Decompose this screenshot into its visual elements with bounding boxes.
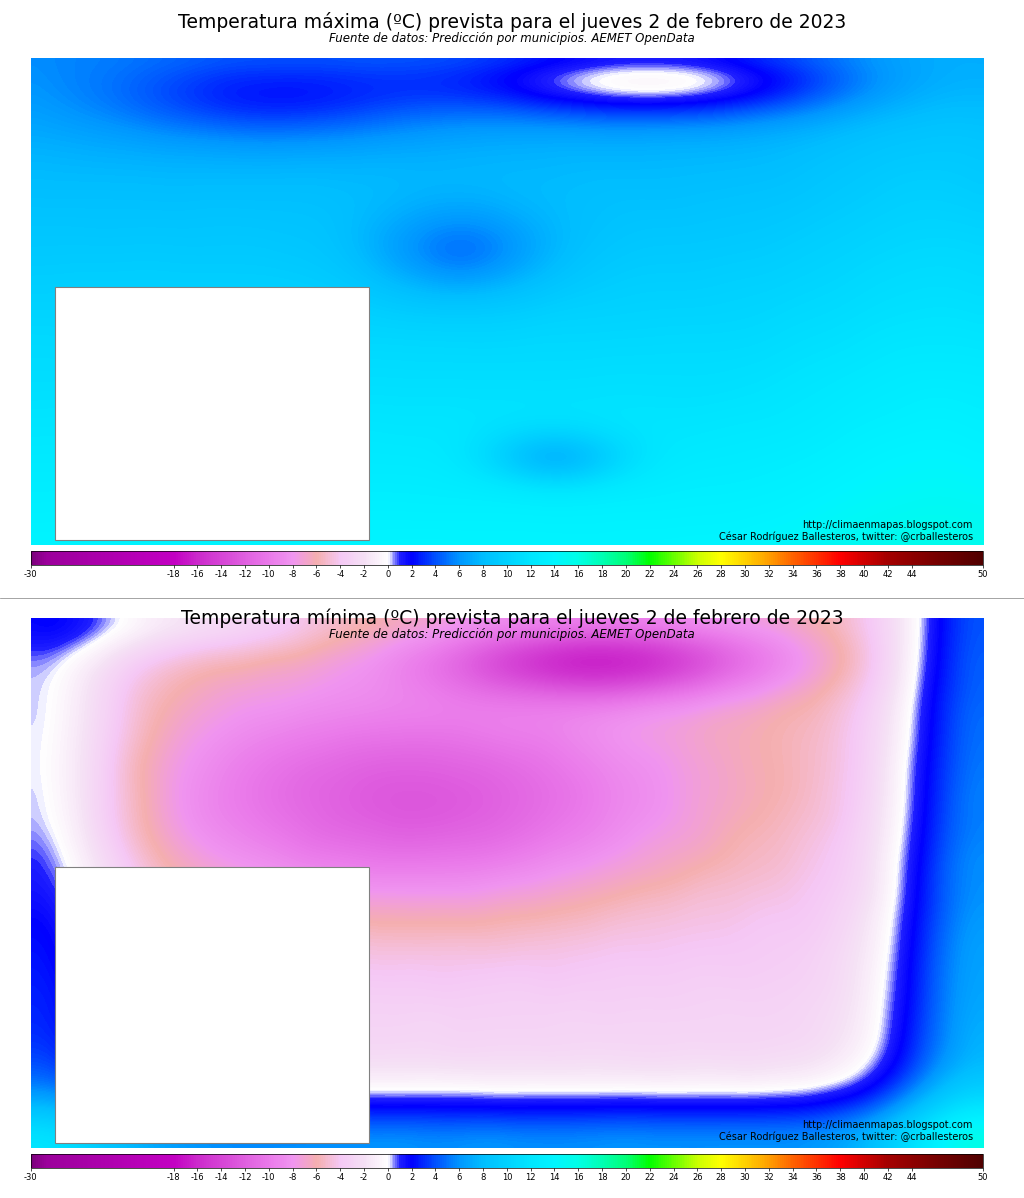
Text: Temperatura máxima (ºC) prevista para el jueves 2 de febrero de 2023: Temperatura máxima (ºC) prevista para el…	[178, 12, 846, 32]
Text: César Rodríguez Ballesteros, twitter: @crballesteros: César Rodríguez Ballesteros, twitter: @c…	[719, 532, 973, 543]
Text: Fuente de datos: Predicción por municipios. AEMET OpenData: Fuente de datos: Predicción por municipi…	[329, 32, 695, 46]
FancyBboxPatch shape	[54, 286, 369, 540]
Text: Temperatura mínima (ºC) prevista para el jueves 2 de febrero de 2023: Temperatura mínima (ºC) prevista para el…	[180, 609, 844, 628]
FancyBboxPatch shape	[54, 867, 369, 1143]
Text: http://climaenmapas.blogspot.com: http://climaenmapas.blogspot.com	[803, 1120, 973, 1130]
Text: César Rodríguez Ballesteros, twitter: @crballesteros: César Rodríguez Ballesteros, twitter: @c…	[719, 1132, 973, 1143]
Text: Fuente de datos: Predicción por municipios. AEMET OpenData: Fuente de datos: Predicción por municipi…	[329, 628, 695, 641]
Text: http://climaenmapas.blogspot.com: http://climaenmapas.blogspot.com	[803, 520, 973, 530]
